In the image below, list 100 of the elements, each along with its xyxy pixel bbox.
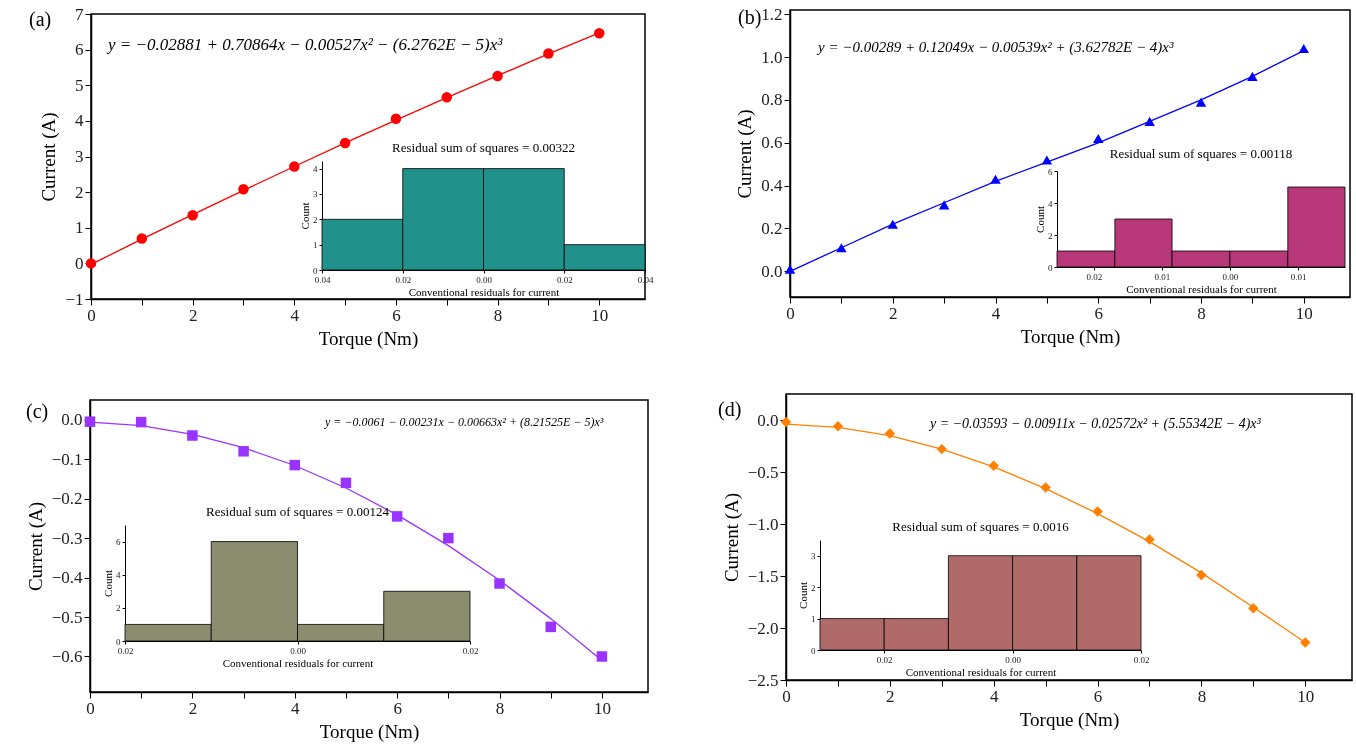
x-axis-title: Conventional residuals for current [905,665,1057,678]
y-tick-label: 3 [75,147,84,166]
y-tick-label: 7 [75,4,84,24]
x-axis-title: Torque (Nm) [1019,708,1120,731]
chart-title: Residual sum of squares = 0.00124 [206,504,390,519]
y-tick-label: −1.0 [747,514,779,534]
point [340,477,352,489]
x-tick-label: 8 [1197,686,1207,706]
annotation: y = −0.03593 − 0.00911x − 0.02572x² + (5.55342E − 4)x³ [928,416,1262,432]
y-tick-label: 4 [313,164,318,175]
y-tick-label: −0.3 [51,528,83,548]
y-tick-label: 6 [116,537,121,548]
text: (b) [738,6,762,29]
x-tick-label: 0.02 [462,645,479,656]
x-tick-label: 10 [1297,686,1315,706]
point [391,511,403,522]
point [136,233,148,244]
point [596,651,608,662]
x-tick-label: 4 [989,686,999,706]
y-axis-title: Current (A) [734,109,757,199]
y-tick-label: 1.0 [761,47,783,67]
y-tick-label: 2 [1048,230,1053,241]
point [784,264,796,274]
y-tick-label: 1 [811,614,816,625]
y-tick-label: 4 [1048,198,1053,209]
x-tick-label: 0.00 [1005,654,1022,665]
y-axis-title: Count [102,570,114,597]
x-tick-label: 0.02 [1133,654,1150,665]
point [988,460,999,471]
point [1144,534,1155,545]
y-tick-label: 0.0 [61,410,83,430]
y-tick-label: 0.0 [761,261,783,281]
x-tick-label: 0.04 [314,274,331,285]
y-tick-label: 3 [313,189,318,200]
x-tick-label: 0.00 [476,274,493,285]
y-tick-label: 4 [75,111,84,131]
x-tick-label: 0.02 [395,274,412,285]
point [238,184,249,195]
point [441,92,453,103]
y-tick-label: 6 [75,40,84,60]
y-tick-label: −0.6 [51,646,83,666]
point [1144,116,1155,126]
text: (c) [26,400,49,423]
x-axis-title: Conventional residuals for current [1126,282,1277,295]
x-tick-label: 10 [591,305,609,325]
chart-title: Residual sum of squares = 0.00322 [392,140,575,155]
point [1196,569,1207,581]
point [238,446,249,457]
x-tick-label: 4 [290,305,300,325]
y-tick-label: 4 [116,570,121,581]
point [443,532,454,544]
point [1300,637,1311,648]
point [1040,482,1051,493]
x-tick-label: 4 [291,698,301,718]
point [938,200,950,210]
chart-title: Residual sum of squares = 0.0016 [892,519,1070,534]
point [1195,97,1207,107]
x-tick-label: 2 [889,303,898,323]
x-axis-title: Torque (Nm) [318,327,419,350]
x-tick-label: 6 [1094,303,1104,323]
point [884,428,896,439]
point [594,28,605,39]
x-tick-label: 2 [188,305,198,325]
annotation: y = −0.0061 − 0.00231x − 0.00663x² + (8.21525E − 5)x³ [324,415,604,429]
point [836,243,847,253]
point [887,219,898,229]
annotation: y = −0.02881 + 0.70864x − 0.00527x² − (6.2762E − 5)x³ [106,35,504,54]
y-tick-label: −1 [65,289,84,309]
y-tick-label: −0.2 [51,489,83,509]
point [1041,155,1053,165]
x-tick-label: 0.02 [117,645,134,656]
y-axis-title: Count [1034,206,1046,233]
y-tick-label: 2 [116,603,121,614]
point [289,161,300,172]
y-tick-label: −2.5 [747,670,779,690]
y-tick-label: 2 [811,582,816,593]
point [543,48,554,59]
x-tick-label: 0.00 [290,645,307,656]
text: (d) [718,398,742,421]
y-tick-label: 0.4 [761,176,783,196]
x-tick-label: 10 [1295,303,1313,323]
x-tick-label: 2 [188,698,198,718]
x-tick-label: 10 [593,698,611,718]
y-tick-label: 0 [116,636,121,647]
point [1093,133,1104,144]
y-tick-label: 5 [75,75,84,95]
x-tick-label: 0.02 [876,654,893,665]
y-tick-label: 0.2 [761,218,783,238]
point [494,578,505,589]
x-tick-label: 4 [991,303,1001,323]
x-tick-label: 0.02 [1086,271,1103,282]
y-tick-label: 3 [811,551,816,562]
point [545,621,556,633]
y-tick-label: −0.4 [51,568,83,588]
y-tick-label: −0.1 [51,449,83,469]
point [390,113,402,124]
point [1298,44,1310,54]
point [339,137,351,149]
point [780,416,792,428]
point [832,421,844,432]
